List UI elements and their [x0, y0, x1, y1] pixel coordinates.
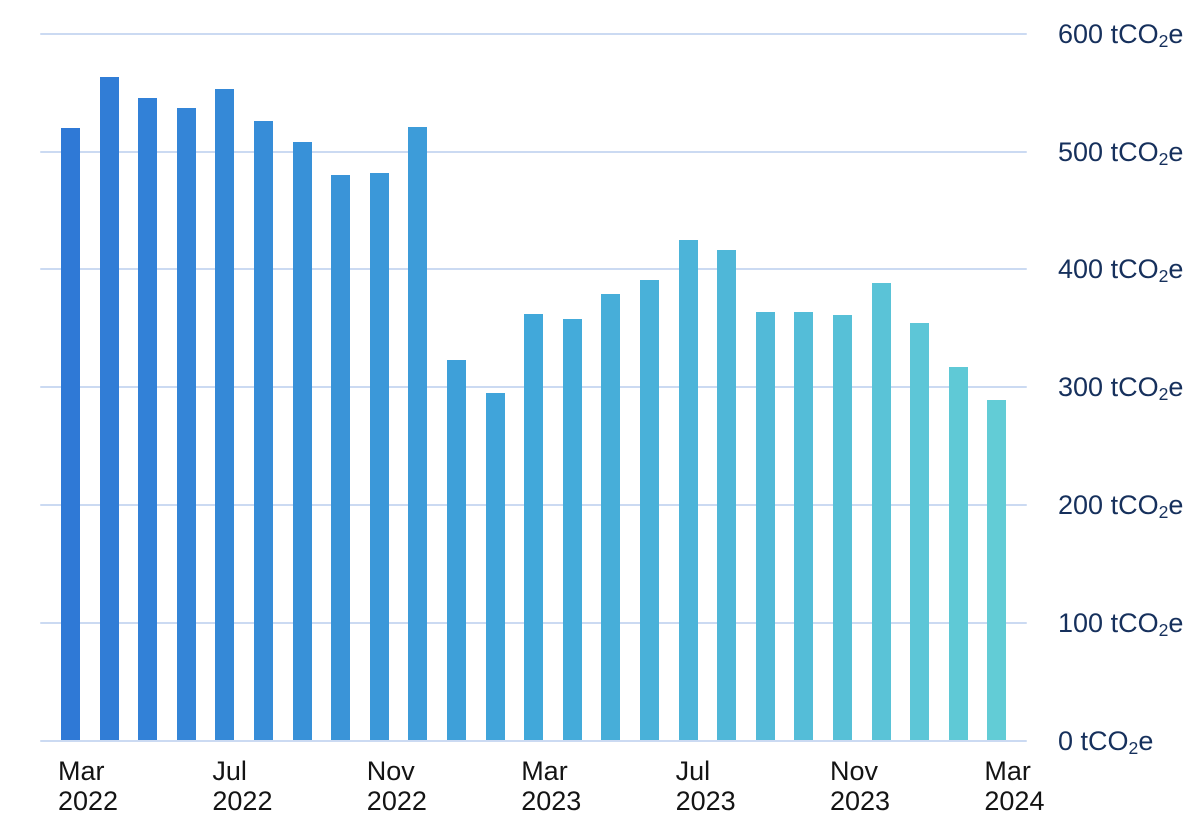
x-tick-line: Mar: [521, 756, 568, 786]
x-tick-line: Jul: [212, 756, 247, 786]
y-tick-label-400: 400 tCO2e: [1058, 254, 1184, 287]
bar-20[interactable]: [794, 311, 814, 741]
bar-10[interactable]: [408, 126, 428, 741]
bar-2[interactable]: [99, 77, 119, 741]
gridline-500: [40, 150, 1027, 153]
x-tick-line: 2022: [58, 785, 119, 816]
y-tick-label-0: 0 tCO2e: [1058, 725, 1154, 758]
x-tick-line: Jul: [675, 756, 711, 786]
unit-label: tCO2e: [1110, 489, 1184, 522]
gridline-0: [40, 739, 1027, 742]
bar-19[interactable]: [755, 311, 775, 741]
bar-5[interactable]: [215, 89, 235, 741]
x-tick-label-mar-2022: Mar 2022: [58, 756, 119, 816]
x-tick-line: Mar: [984, 756, 1031, 786]
unit-label: tCO2e: [1110, 18, 1184, 51]
y-tick-label-600: 600 tCO2e: [1058, 18, 1184, 51]
x-tick-line: 2023: [830, 785, 891, 816]
x-tick-line: 2023: [521, 785, 582, 816]
y-tick-label-500: 500 tCO2e: [1058, 136, 1184, 169]
bar-7[interactable]: [292, 142, 312, 741]
y-tick-label-300: 300 tCO2e: [1058, 372, 1184, 404]
unit-label: tCO2e: [1110, 607, 1184, 640]
gridline-400: [40, 268, 1027, 271]
bar-13[interactable]: [524, 314, 544, 741]
unit-label: tCO2e: [1110, 372, 1184, 404]
x-tick-line: 2022: [366, 785, 427, 816]
bar-22[interactable]: [871, 283, 891, 741]
y-tick-label-200: 200 tCO2e: [1058, 489, 1184, 522]
bar-12[interactable]: [485, 392, 505, 741]
unit-label: tCO2e: [1110, 254, 1184, 287]
gridline-600: [40, 32, 1027, 35]
bar-23[interactable]: [910, 323, 930, 741]
bar-6[interactable]: [254, 120, 273, 741]
x-tick-label-jul-2023: Jul 2023: [675, 756, 736, 816]
bar-14[interactable]: [562, 318, 582, 741]
x-tick-label-jul-2022: Jul 2022: [212, 756, 273, 816]
bar-3[interactable]: [138, 98, 158, 741]
bar-9[interactable]: [369, 172, 389, 741]
bar-15[interactable]: [601, 294, 621, 741]
bar-4[interactable]: [176, 107, 196, 741]
bar-17[interactable]: [678, 239, 698, 741]
x-tick-line: 2022: [212, 785, 273, 816]
x-tick-label-mar-2023: Mar 2023: [521, 756, 582, 816]
x-tick-line: 2023: [675, 785, 736, 816]
bar-25[interactable]: [987, 400, 1007, 741]
unit-label: tCO2e: [1080, 725, 1154, 758]
x-tick-line: 2024: [984, 785, 1045, 816]
x-tick-label-nov-2022: Nov 2022: [366, 756, 427, 816]
y-tick-label-100: 100 tCO2e: [1058, 607, 1184, 640]
bar-11[interactable]: [447, 360, 466, 741]
bar-21[interactable]: [833, 315, 852, 741]
x-tick-line: Mar: [58, 756, 105, 786]
bar-24[interactable]: [948, 367, 968, 741]
x-tick-line: Nov: [830, 756, 879, 786]
unit-label: tCO2e: [1110, 136, 1184, 169]
bar-18[interactable]: [717, 250, 737, 741]
bar-8[interactable]: [331, 175, 351, 741]
x-tick-line: Nov: [366, 756, 415, 786]
x-tick-label-nov-2023: Nov 2023: [830, 756, 891, 816]
bar-16[interactable]: [640, 279, 659, 741]
x-tick-label-mar-2024: Mar 2024: [984, 756, 1045, 816]
bar-1[interactable]: [61, 127, 80, 741]
